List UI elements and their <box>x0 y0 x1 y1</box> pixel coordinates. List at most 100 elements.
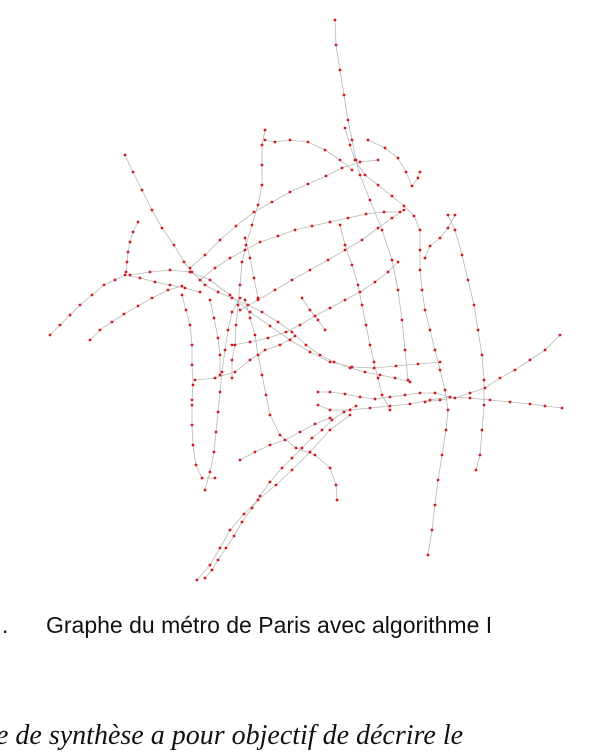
metro-edge-line <box>49 274 201 336</box>
metro-station-node <box>90 293 94 297</box>
metro-station-node <box>216 558 220 562</box>
metro-station-node <box>328 428 332 432</box>
metro-edge-line <box>447 214 485 471</box>
metro-edge-line <box>124 154 411 383</box>
metro-station-node <box>248 310 252 314</box>
metro-station-node <box>214 430 218 434</box>
metro-station-node <box>396 156 400 160</box>
metro-station-node <box>342 93 346 97</box>
metro-station-node <box>316 390 320 394</box>
metro-station-node <box>376 226 380 230</box>
metro-station-node <box>308 268 312 272</box>
metro-station-node <box>274 483 278 487</box>
metro-station-node <box>263 128 267 132</box>
metro-station-node <box>218 238 222 242</box>
metro-station-node <box>338 223 342 227</box>
metro-station-node <box>246 303 250 307</box>
metro-station-node <box>264 393 268 397</box>
metro-station-node <box>276 320 280 324</box>
body-text-line: e de synthèse a pour objectif de décrire… <box>0 720 464 751</box>
metro-station-node <box>230 358 234 362</box>
metro-station-node <box>250 506 254 510</box>
metro-station-node <box>300 446 304 450</box>
metro-station-node <box>543 348 547 352</box>
metro-station-node <box>270 200 274 204</box>
metro-station-node <box>323 148 327 152</box>
metro-station-node <box>224 546 228 550</box>
metro-station-node <box>131 230 135 234</box>
metro-station-node <box>288 138 292 142</box>
metro-station-node <box>290 330 294 334</box>
metro-station-node <box>191 383 195 387</box>
metro-station-node <box>244 243 248 247</box>
metro-station-node <box>360 238 364 242</box>
metro-station-node <box>138 276 142 280</box>
metro-station-node <box>408 380 412 384</box>
metro-station-node <box>393 376 397 380</box>
metro-station-node <box>423 308 427 312</box>
metro-station-node <box>243 248 247 252</box>
metro-station-node <box>390 194 394 198</box>
metro-station-node <box>168 283 172 287</box>
metro-station-node <box>290 278 294 282</box>
metro-station-node <box>482 378 486 382</box>
metro-station-node <box>394 364 398 368</box>
metro-station-node <box>326 258 330 262</box>
metro-station-node <box>198 278 202 282</box>
metro-station-node <box>233 370 237 374</box>
metro-station-node <box>276 234 280 238</box>
metro-station-node <box>476 328 480 332</box>
metro-station-node <box>198 290 202 294</box>
metro-station-node <box>293 334 297 338</box>
metro-station-node <box>58 323 62 327</box>
metro-station-node <box>433 391 437 395</box>
metro-station-node <box>453 396 457 400</box>
metro-station-node <box>358 173 362 177</box>
metro-station-node <box>218 353 222 357</box>
metro-station-node <box>403 348 407 352</box>
metro-station-node <box>480 353 484 357</box>
metro-station-node <box>416 176 420 180</box>
metro-station-node <box>328 306 332 310</box>
metro-station-node <box>260 163 264 167</box>
metro-station-node <box>126 250 130 254</box>
metro-station-node <box>478 453 482 457</box>
metro-edge-line <box>424 334 561 403</box>
metro-station-node <box>340 166 344 170</box>
metro-station-node <box>420 288 424 292</box>
metro-station-node <box>273 288 277 292</box>
metro-station-node <box>168 268 172 272</box>
metro-station-node <box>335 498 339 502</box>
metro-station-node <box>88 338 92 342</box>
metro-station-node <box>343 243 347 247</box>
metro-station-node <box>382 210 386 214</box>
metro-station-node <box>223 348 227 352</box>
metro-station-node <box>243 236 247 240</box>
metro-station-node <box>263 348 267 352</box>
metro-station-node <box>193 378 197 382</box>
metro-station-node <box>332 360 336 364</box>
metro-station-node <box>342 410 346 414</box>
metro-station-node <box>418 170 422 174</box>
metro-station-node <box>252 210 256 214</box>
metro-station-node <box>220 370 224 374</box>
metro-station-node <box>123 273 127 277</box>
metro-station-node <box>368 198 372 202</box>
metro-station-node <box>240 520 244 524</box>
metro-station-node <box>278 343 282 347</box>
metro-station-node <box>410 184 414 188</box>
metro-station-node <box>218 373 222 377</box>
metro-station-node <box>226 328 230 332</box>
metro-station-node <box>346 216 350 220</box>
metro-station-node <box>346 118 350 122</box>
metro-station-node <box>328 416 332 420</box>
metro-station-node <box>150 296 154 300</box>
metro-station-node <box>388 395 392 399</box>
metro-station-node <box>124 270 128 274</box>
metro-station-node <box>230 296 234 300</box>
metro-station-node <box>256 498 260 502</box>
metro-station-node <box>268 480 272 484</box>
metro-station-node <box>372 366 376 370</box>
metro-station-node <box>313 422 317 426</box>
metro-station-node <box>310 224 314 228</box>
